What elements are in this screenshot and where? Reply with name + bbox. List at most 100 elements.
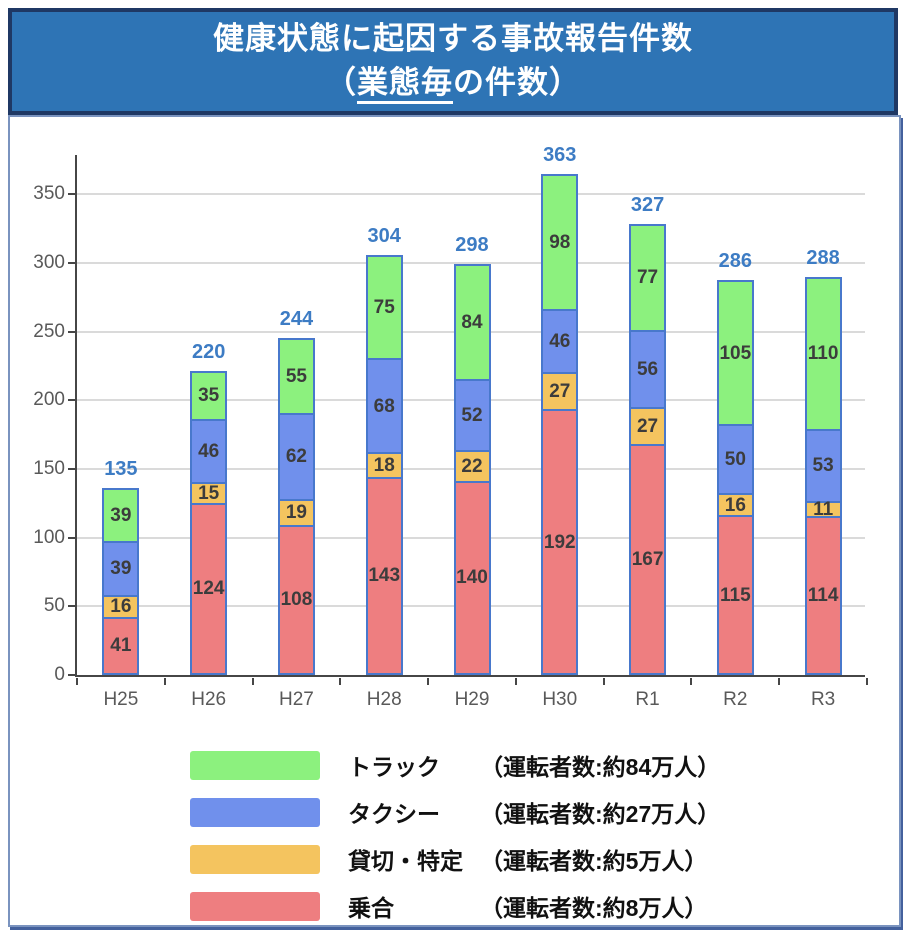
segment-value: 52 [461, 405, 483, 427]
segment-value: 41 [110, 635, 132, 657]
legend-swatch [190, 844, 320, 874]
bar-H30: 98 46 27 192 [541, 174, 579, 675]
segment-貸切・特定: 27 [630, 407, 666, 445]
segment-貸切・特定: 16 [103, 595, 139, 618]
segment-value: 19 [285, 502, 307, 524]
legend-item: 貸切・特定 （運転者数:約5万人） [190, 842, 720, 876]
x-axis-tick [602, 678, 605, 685]
segment-タクシー: 53 [805, 429, 841, 503]
segment-value: 39 [110, 504, 132, 526]
segment-タクシー: 52 [454, 380, 490, 452]
segment-value: 55 [285, 366, 307, 388]
segment-貸切・特定: 15 [191, 483, 227, 504]
x-axis-label: H28 [366, 689, 402, 710]
x-axis-label: H25 [103, 689, 139, 710]
bar-H29: 84 52 22 140 [453, 263, 491, 675]
x-axis-tick [690, 678, 693, 685]
x-axis-tick [76, 678, 78, 685]
segment-タクシー: 62 [278, 414, 314, 500]
bar-H25: 39 39 16 41 [102, 487, 140, 675]
x-axis-label: R2 [723, 689, 748, 710]
legend-item: 乗合 （運転者数:約8万人） [190, 889, 720, 923]
bar-H26: 35 46 15 124 [190, 370, 228, 675]
segment-貸切・特定: 18 [366, 452, 402, 478]
chart-card: 0 50 100 150 200 250 300 350 H25 39 39 16 41 135 H26 35… [8, 115, 901, 927]
segment-トラック: 98 [542, 175, 578, 310]
segment-value: 16 [110, 596, 132, 618]
segment-乗合: 192 [542, 410, 578, 674]
y-axis-label: 150 [33, 457, 65, 479]
segment-乗合: 108 [278, 525, 314, 674]
segment-貸切・特定: 16 [717, 494, 753, 517]
legend-series-detail: （運転者数:約8万人） [480, 895, 708, 921]
total-label: 244 [279, 307, 314, 330]
y-axis-tick [68, 674, 76, 676]
y-axis-label: 250 [33, 320, 65, 342]
segment-乗合: 115 [717, 516, 753, 674]
legend-swatch [190, 891, 320, 921]
segment-value: 62 [285, 446, 307, 468]
segment-タクシー: 46 [542, 310, 578, 374]
segment-乗合: 41 [103, 617, 139, 674]
segment-value: 98 [549, 232, 571, 254]
y-axis-tick [68, 399, 76, 402]
x-axis-tick [778, 678, 781, 685]
total-label: 286 [718, 250, 752, 273]
total-label: 288 [806, 247, 840, 270]
legend-series-name: 乗合 [348, 895, 394, 921]
total-label: 220 [191, 340, 226, 363]
segment-value: 192 [543, 531, 576, 553]
y-axis-tick [68, 467, 76, 470]
segment-value: 75 [373, 297, 395, 319]
legend-series-name: トラック [348, 754, 440, 780]
x-axis-label: H30 [542, 689, 578, 710]
segment-乗合: 114 [805, 517, 841, 674]
segment-貸切・特定: 22 [454, 451, 490, 482]
segment-value: 39 [110, 558, 132, 580]
segment-タクシー: 39 [103, 542, 139, 596]
segment-value: 140 [456, 567, 488, 589]
title-line2-open-paren: （ [325, 65, 357, 100]
segment-value: 143 [368, 565, 401, 587]
total-label: 304 [367, 225, 401, 248]
segment-貸切・特定: 27 [542, 373, 578, 411]
x-axis-tick [163, 678, 166, 685]
legend-series-detail: （運転者数:約27万人） [480, 801, 721, 827]
segment-value: 35 [198, 385, 220, 407]
segment-value: 46 [549, 331, 571, 353]
segment-乗合: 167 [630, 444, 666, 674]
x-axis-tick [514, 678, 517, 685]
y-axis-tick [68, 261, 76, 264]
bar-R2: 105 50 16 115 [716, 280, 754, 675]
segment-value: 27 [636, 415, 659, 437]
segment-value: 22 [461, 456, 483, 478]
total-label: 298 [455, 233, 489, 256]
segment-トラック: 77 [630, 224, 666, 331]
total-label: 135 [104, 457, 138, 480]
segment-貸切・特定: 19 [278, 499, 314, 526]
segment-value: 77 [636, 267, 659, 289]
segment-トラック: 39 [103, 488, 139, 543]
segment-トラック: 75 [366, 256, 402, 360]
title-line1: 健康状態に起因する事故報告件数 [213, 21, 693, 56]
x-axis-label: H29 [454, 689, 490, 710]
segment-乗合: 124 [191, 503, 227, 674]
title-underlined-text: 業態毎 [357, 65, 453, 104]
segment-value: 53 [812, 455, 834, 477]
bar-R3: 110 53 11 114 [804, 277, 842, 675]
segment-value: 110 [807, 343, 839, 365]
segment-乗合: 140 [454, 481, 490, 674]
x-axis-label: H27 [279, 689, 314, 710]
total-label: 327 [630, 193, 665, 216]
segment-value: 18 [373, 454, 395, 476]
segment-value: 68 [373, 395, 395, 417]
gridline [77, 193, 865, 196]
title-line2-rest: の件数） [453, 65, 581, 100]
y-axis-label: 350 [33, 183, 65, 205]
segment-value: 108 [280, 589, 313, 611]
segment-value: 105 [719, 342, 752, 364]
plot-area: 0 50 100 150 200 250 300 350 H25 39 39 16 41 135 H26 35… [33, 144, 868, 710]
segment-value: 46 [198, 440, 220, 462]
segment-value: 114 [807, 585, 839, 607]
gridline [77, 261, 865, 264]
